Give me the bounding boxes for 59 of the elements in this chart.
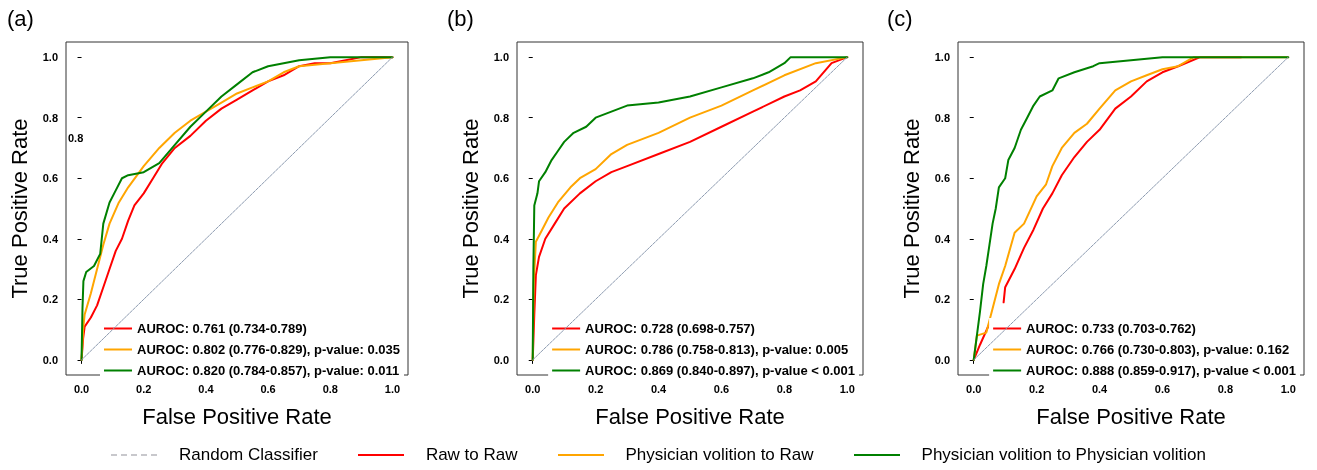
x-tick-label: 0.6 [713, 382, 730, 395]
x-tick-label: 1.0 [839, 382, 855, 395]
legend-label: AUROC: 0.766 (0.730-0.803), p-value: 0.162 [1026, 342, 1290, 357]
y-tick-label: 1.0 [42, 51, 58, 64]
legend-label: AUROC: 0.888 (0.859-0.917), p-value < 0.001 [1026, 363, 1297, 378]
chart-title: (a) [7, 5, 34, 31]
y-axis-title: True Positive Rate [457, 118, 483, 299]
x-tick-label: 0.8 [322, 382, 338, 395]
y-tick-label: 0.2 [42, 293, 58, 306]
text: Physician volition to Raw [625, 445, 814, 465]
x-tick-label: 0.6 [1154, 382, 1171, 395]
text: Raw to Raw [425, 445, 518, 465]
y-tick-label: 0.4 [493, 232, 510, 245]
chart-title: (c) [887, 5, 913, 31]
legend-label: AUROC: 0.786 (0.758-0.813), p-value: 0.005 [585, 342, 849, 357]
annotation: 0.8 [68, 131, 84, 144]
y-tick-label: 0.6 [42, 172, 58, 185]
y-tick-label: 0.8 [42, 111, 58, 124]
y-tick-label: 0.0 [493, 353, 509, 366]
legend-label: AUROC: 0.733 (0.703-0.762) [1026, 321, 1196, 336]
y-tick-label: 0.6 [934, 172, 950, 185]
x-axis-title: False Positive Rate [1036, 403, 1226, 429]
legend-label: AUROC: 0.761 (0.734-0.789) [136, 321, 307, 336]
x-tick-label: 1.0 [1280, 382, 1296, 395]
y-tick-label: 0.8 [934, 111, 950, 124]
x-tick-label: 0.8 [1217, 382, 1234, 395]
text: Physician volition to Physician volition [921, 445, 1206, 465]
x-tick-label: 0.2 [587, 382, 604, 395]
y-tick-label: 0.4 [42, 232, 59, 245]
y-tick-label: 1.0 [493, 51, 509, 64]
y-tick-label: 0.6 [493, 172, 509, 185]
x-tick-label: 1.0 [384, 382, 401, 395]
x-tick-label: 0.0 [966, 382, 982, 395]
legend-label: AUROC: 0.802 (0.776-0.829), p-value: 0.035 [136, 342, 401, 357]
x-tick-label: 0.4 [650, 382, 668, 395]
y-axis-title: True Positive Rate [6, 118, 32, 299]
y-tick-label: 1.0 [934, 51, 950, 64]
legend-label: AUROC: 0.820 (0.784-0.857), p-value: 0.011 [136, 363, 400, 378]
x-tick-label: 0.2 [1028, 382, 1045, 395]
x-tick-label: 0.0 [525, 382, 541, 395]
legend-label: AUROC: 0.869 (0.840-0.897), p-value < 0.001 [585, 363, 856, 378]
x-tick-label: 0.8 [776, 382, 793, 395]
x-tick-label: 0.4 [198, 382, 215, 395]
x-tick-label: 0.0 [73, 382, 90, 395]
x-tick-label: 0.6 [260, 382, 276, 395]
legend-label: AUROC: 0.728 (0.698-0.757) [585, 321, 755, 336]
chart-title: (b) [447, 5, 474, 31]
y-tick-label: 0.2 [934, 293, 950, 306]
y-tick-label: 0.8 [493, 111, 509, 124]
y-tick-label: 0.2 [493, 293, 509, 306]
x-tick-label: 0.4 [1091, 382, 1109, 395]
y-axis-title: True Positive Rate [898, 118, 924, 299]
y-tick-label: 0.4 [934, 232, 951, 245]
y-tick-label: 0.0 [934, 353, 950, 366]
x-axis-title: False Positive Rate [142, 403, 332, 429]
y-tick-label: 0.0 [42, 353, 58, 366]
text: Random Classifier [179, 445, 318, 465]
x-tick-label: 0.2 [136, 382, 152, 395]
x-axis-title: False Positive Rate [595, 403, 785, 429]
